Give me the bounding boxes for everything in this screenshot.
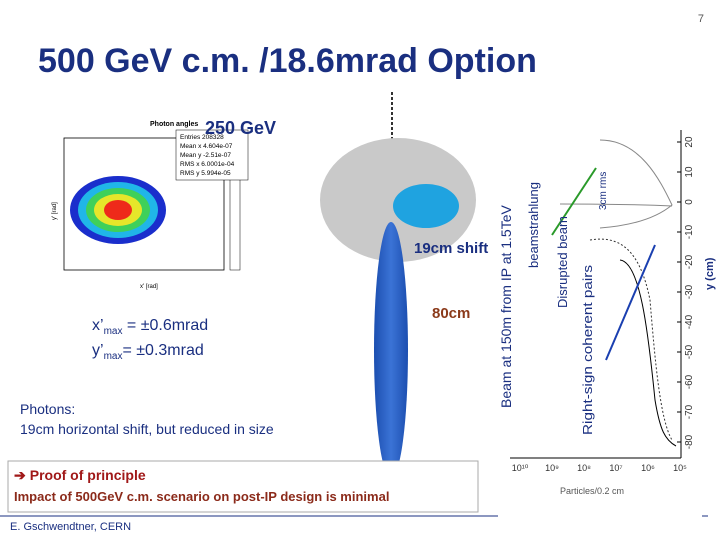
curve-disrupted <box>589 238 673 441</box>
plot-y-tick: 0 <box>684 199 695 205</box>
formula: x’max = ±0.6mrad <box>92 317 208 337</box>
inset-frame <box>63 137 225 271</box>
plot-y-tick: -80 <box>684 434 695 449</box>
plot-y-tick: -40 <box>684 314 695 329</box>
plot-x-tick: 10⁸ <box>577 463 591 473</box>
conclusion-headline: ➔ Proof of principle <box>14 467 146 483</box>
plot-y-tick: -30 <box>684 284 695 299</box>
heat-level <box>104 200 132 220</box>
plot-labels: Beam at 150m from IP at 1.5TeV beamstrahl… <box>498 136 716 496</box>
plot-y-tick: -60 <box>684 374 695 389</box>
vertical-label: Disrupted beam <box>555 216 570 308</box>
plot-y-tick: -20 <box>684 254 695 269</box>
photons-heading: Photons: <box>20 401 75 417</box>
curve-core <box>559 203 673 207</box>
shift-label: 19cm shift <box>414 240 488 257</box>
inset-x-label: x' [rad] <box>140 284 158 290</box>
stats-box <box>175 129 249 181</box>
conclusion-box <box>7 460 479 513</box>
plot-y-tick: -50 <box>684 344 695 359</box>
histogram-inset: Photon angles Entries 208328 Mean x 4.604… <box>48 114 290 292</box>
photons-text: 19cm horizontal shift, but reduced in si… <box>20 421 274 437</box>
green-pointer <box>551 167 597 236</box>
histogram-title: Photon angles <box>150 121 198 128</box>
vertical-label: Right-sign coherent pairs <box>580 264 595 435</box>
formula-rest: = ±0.6mrad <box>122 317 208 334</box>
curve-beamstrahlung <box>599 139 673 229</box>
photon-spot <box>393 184 459 228</box>
stat-line: Entries 208328 <box>180 134 224 141</box>
length-label: 80cm <box>432 305 470 322</box>
plot-y-tick: -70 <box>684 404 695 419</box>
plot-x-label: Particles/0.2 cm <box>560 486 624 496</box>
footer: E. Gschwendtner, CERN <box>10 521 131 533</box>
formula-sub: max <box>104 351 123 362</box>
formula: y’max= ±0.3mrad <box>92 342 204 362</box>
plot-y-label: y (cm) <box>704 257 716 290</box>
stat-line: RMS x 6.0001e-04 <box>180 161 235 168</box>
curve-pairs <box>619 259 677 447</box>
vertical-label: 3cm rms <box>598 172 609 210</box>
plot-y-tick: -10 <box>684 224 695 239</box>
plot-y-tick: 10 <box>684 166 695 178</box>
inset-y-label: y' [rad] <box>52 202 58 220</box>
slide-title: 500 GeV c.m. /18.6mrad Option <box>38 42 537 80</box>
plot-x-tick: 10¹⁰ <box>512 463 529 473</box>
page-number: 7 <box>698 13 704 25</box>
beam-ellipse <box>374 222 408 478</box>
formula-base: x’ <box>92 317 104 334</box>
formula-rest: = ±0.3mrad <box>122 342 203 359</box>
particle-plot: Beam at 150m from IP at 1.5TeV beamstrahl… <box>498 130 716 496</box>
plot-x-tick: 10⁷ <box>609 463 622 473</box>
headline: Proof of principle <box>30 467 146 483</box>
plot-x-tick: 10⁶ <box>641 463 655 473</box>
vertical-label: Beam at 150m from IP at 1.5TeV <box>498 204 514 408</box>
blue-pointer <box>605 244 656 361</box>
vertical-label: beamstrahlung <box>526 182 541 268</box>
stat-line: Mean y -2.51e-07 <box>180 152 231 159</box>
stat-line: RMS y 5.994e-05 <box>180 170 231 177</box>
plot-y-tick: 20 <box>684 136 695 148</box>
arrow: ➔ <box>14 467 26 483</box>
stat-line: Mean x 4.604e-07 <box>180 143 233 150</box>
conclusion-text: Impact of 500GeV c.m. scenario on post-I… <box>14 489 389 504</box>
formula-sub: max <box>104 326 123 337</box>
inset-label: 250 GeV <box>205 118 276 138</box>
formula-base: y’ <box>92 342 104 359</box>
stats: Entries 208328 Mean x 4.604e-07 Mean y -2.… <box>180 134 235 177</box>
plot-x-tick: 10⁹ <box>545 463 559 473</box>
plot-x-tick: 10⁵ <box>673 463 687 473</box>
